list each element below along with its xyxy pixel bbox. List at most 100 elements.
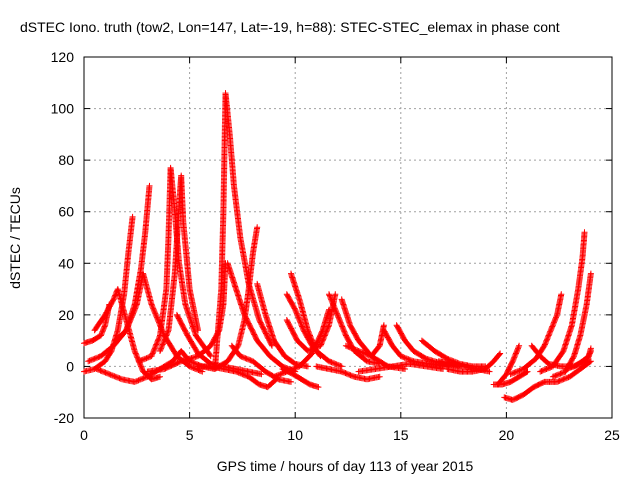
data-point (151, 346, 158, 353)
data-point (523, 369, 530, 376)
y-tick-label: 20 (58, 307, 74, 323)
data-point (129, 213, 136, 220)
series-track (313, 363, 383, 383)
data-point (195, 327, 201, 334)
data-point (111, 293, 118, 300)
data-point (547, 328, 554, 335)
y-tick-label: 80 (58, 152, 74, 168)
data-point (247, 357, 254, 364)
data-point (151, 308, 158, 314)
x-tick-label: 25 (604, 427, 620, 443)
data-point (238, 370, 245, 377)
data-point (98, 331, 105, 338)
data-point (304, 363, 311, 370)
y-tick-label: 100 (51, 101, 75, 117)
data-point (341, 329, 348, 336)
data-point (254, 224, 261, 231)
series-track (549, 270, 594, 380)
data-point (157, 373, 163, 380)
data-point (258, 371, 265, 378)
data-point (157, 348, 163, 354)
data-point (558, 291, 565, 298)
data-point (338, 363, 345, 370)
data-point (134, 354, 141, 361)
data-point (153, 341, 160, 348)
data-point (407, 357, 414, 364)
data-point (496, 351, 503, 358)
x-tick-label: 0 (80, 427, 88, 443)
data-point (309, 338, 316, 345)
data-point (319, 328, 326, 335)
data-point (336, 315, 342, 322)
x-tick-label: 15 (393, 427, 409, 443)
data-point (539, 367, 546, 374)
data-point (277, 371, 284, 378)
series-track (224, 260, 299, 375)
series-track (288, 270, 345, 370)
series-track (271, 306, 332, 380)
data-point (328, 297, 335, 304)
series-track (507, 291, 565, 378)
x-tick-label: 20 (499, 427, 515, 443)
plot-frame (83, 56, 613, 419)
series-track (211, 224, 261, 372)
data-point (292, 308, 299, 314)
data-point (376, 373, 383, 380)
data-point (524, 368, 531, 375)
data-point (315, 384, 322, 391)
data-point (332, 291, 339, 298)
data-point (130, 309, 137, 316)
data-point (332, 306, 339, 313)
data-point (268, 341, 275, 348)
data-point (541, 341, 548, 348)
data-point (486, 368, 493, 375)
data-point (338, 320, 345, 327)
data-point (288, 378, 294, 385)
data-point (124, 323, 131, 330)
data-point (549, 323, 556, 330)
data-point (132, 350, 139, 357)
axis-ticks (83, 56, 613, 419)
data-point (207, 353, 214, 360)
series-track (186, 90, 275, 372)
data-point (294, 313, 301, 320)
series-track (501, 358, 594, 403)
y-tick-label: 120 (51, 49, 75, 65)
data-point (551, 318, 558, 325)
y-tick-label: 40 (58, 255, 74, 271)
data-point (400, 354, 407, 361)
data-series (81, 90, 594, 403)
data-point (545, 332, 552, 339)
series-track (91, 286, 163, 383)
data-point (296, 317, 303, 323)
data-point (581, 229, 588, 236)
data-point (149, 304, 156, 311)
data-point (326, 306, 332, 313)
data-point (305, 329, 312, 336)
data-point (380, 322, 387, 329)
data-point (138, 363, 144, 370)
data-point (206, 352, 213, 358)
data-point (155, 336, 162, 343)
series-track (157, 172, 201, 354)
x-axis-title: GPS time / hours of day 113 of year 2015 (217, 458, 474, 474)
tick-labels: 0 5 10 15 20 25 -20 0 20 40 60 80 100 120 (51, 49, 620, 443)
data-point (340, 326, 347, 332)
series-track (283, 291, 339, 354)
data-point (126, 318, 133, 325)
data-point (164, 329, 171, 336)
data-point (199, 368, 206, 375)
chart-title: dSTEC Iono. truth (tow2, Lon=147, Lat=-1… (20, 19, 560, 35)
series-track (537, 229, 588, 375)
y-tick-label: 0 (66, 358, 74, 374)
data-point (162, 333, 169, 340)
data-point (587, 345, 594, 352)
data-point (587, 270, 594, 277)
data-point (317, 342, 324, 349)
data-point (497, 350, 504, 357)
y-tick-label: -20 (54, 410, 74, 426)
data-point (516, 342, 523, 349)
x-tick-label: 5 (186, 427, 194, 443)
